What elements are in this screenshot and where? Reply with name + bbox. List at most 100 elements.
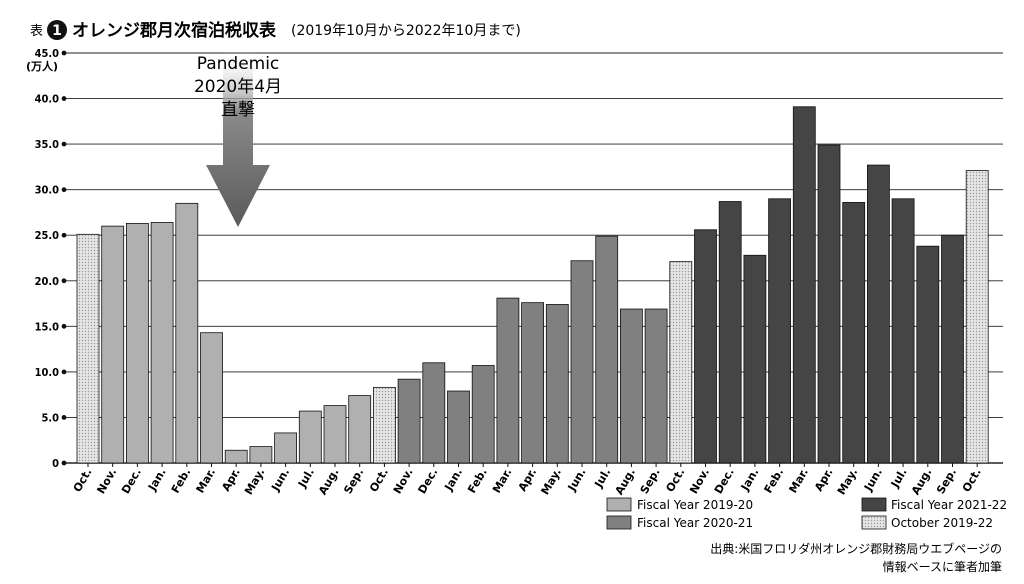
- y-axis-label: (万人): [26, 59, 58, 73]
- legend-swatch-fy2020-21: [606, 515, 632, 530]
- x-tick-label: Dec.: [119, 466, 144, 496]
- y-tick-dot: [61, 50, 67, 56]
- y-tick-label: 15.0: [35, 320, 60, 333]
- x-tick-label: Sep.: [341, 466, 366, 496]
- annotation-line-3: 直撃: [221, 100, 255, 120]
- x-tick-label: Jun.: [565, 466, 589, 494]
- x-tick-label: Feb.: [762, 466, 787, 496]
- x-axis-ticks: Oct. Nov. Dec. Jan. Feb. Mar. Apr. May. Jun. Jul.…: [71, 463, 984, 497]
- legend-label-fy2021-22: Fiscal Year 2021-22: [891, 498, 1007, 512]
- x-tick-label: Mar.: [786, 466, 810, 495]
- bar: [447, 390, 470, 464]
- y-tick-label: 35.0: [35, 138, 60, 151]
- bar: [422, 362, 446, 464]
- bar: [224, 449, 248, 464]
- down-arrow-icon: [206, 50, 270, 227]
- x-tick-label: Oct.: [71, 466, 95, 494]
- y-tick-dot: [61, 96, 67, 101]
- bar: [620, 308, 643, 464]
- bar: [965, 170, 989, 464]
- x-tick-label: Mar.: [490, 466, 514, 495]
- bar: [941, 234, 964, 464]
- x-tick-label: Aug.: [316, 466, 341, 497]
- bar: [298, 410, 322, 464]
- annotation-line-1: Pandemic: [197, 54, 280, 74]
- x-tick-label: Aug.: [909, 466, 934, 497]
- x-tick-label: Jun.: [268, 466, 292, 494]
- legend-swatch-fy2019-20: [606, 497, 632, 512]
- bar: [570, 260, 594, 464]
- y-tick-label: 20.0: [35, 275, 60, 288]
- bar: [768, 198, 791, 464]
- y-tick-label: 5.0: [41, 411, 59, 424]
- bar: [694, 229, 717, 464]
- bar: [669, 261, 693, 464]
- y-tick-label: 30.0: [35, 184, 60, 197]
- bar: [545, 304, 569, 464]
- y-tick-label: 25.0: [35, 229, 60, 242]
- source-line-1: 出典:米国フロリダ州オレンジ郡財務局ウエブページの: [710, 541, 1002, 556]
- x-tick-label: Oct.: [663, 466, 687, 494]
- legend-label-october: October 2019-22: [891, 516, 993, 530]
- x-tick-label: Jan.: [738, 466, 762, 494]
- bar: [323, 405, 347, 464]
- bar: [521, 302, 544, 464]
- x-tick-label: Jul.: [295, 466, 317, 491]
- x-tick-label: May.: [538, 466, 563, 497]
- y-tick-dot: [61, 187, 67, 193]
- y-tick-label: 0: [52, 457, 59, 470]
- bar: [126, 222, 149, 464]
- x-tick-label: Dec.: [712, 466, 737, 496]
- x-tick-label: Nov.: [94, 466, 119, 496]
- y-tick-dot: [61, 232, 67, 238]
- x-tick-label: Apr.: [812, 466, 835, 494]
- x-tick-label: Nov.: [391, 466, 416, 496]
- legend-swatch-october: [861, 515, 887, 530]
- legend-label-fy2019-20: Fiscal Year 2019-20: [637, 498, 753, 512]
- bar: [76, 233, 100, 464]
- bar: [101, 225, 125, 464]
- y-tick-label: 10.0: [35, 366, 60, 379]
- bar: [718, 201, 742, 464]
- y-tick-dot: [61, 460, 67, 466]
- x-tick-label: Jan.: [442, 466, 466, 494]
- source-note: 出典:米国フロリダ州オレンジ郡財務局ウエブページの 情報ベースに筆者加筆: [710, 541, 1002, 574]
- y-tick-label: 40.0: [35, 93, 60, 106]
- x-tick-label: Nov.: [687, 466, 712, 496]
- x-tick-label: Sep.: [934, 466, 959, 496]
- x-tick-label: Dec.: [415, 466, 440, 496]
- chart-title: 表 1 オレンジ郡月次宿泊税収表 (2019年10月から2022年10月まで): [30, 20, 521, 41]
- x-tick-label: Apr.: [219, 466, 242, 494]
- x-tick-label: Oct.: [960, 466, 984, 494]
- bar: [471, 365, 495, 464]
- x-tick-label: Jun.: [861, 466, 885, 494]
- bar: [200, 332, 223, 464]
- y-tick-dot: [61, 369, 67, 375]
- x-tick-label: May.: [242, 466, 267, 497]
- bar: [644, 308, 668, 464]
- y-tick-dot: [61, 141, 67, 147]
- source-line-2: 情報ベースに筆者加筆: [883, 560, 1002, 574]
- title-main: オレンジ郡月次宿泊税収表: [72, 20, 277, 41]
- bar: [175, 202, 199, 464]
- x-tick-label: Jul.: [592, 466, 614, 491]
- legend-swatch-fy2021-22: [861, 497, 887, 512]
- x-tick-label: Oct.: [367, 466, 391, 494]
- bar: [792, 106, 816, 464]
- y-tick-label: 45.0: [35, 47, 60, 60]
- bar: [595, 235, 619, 464]
- bar: [397, 378, 421, 464]
- y-tick-dot: [61, 415, 67, 420]
- bar: [867, 164, 890, 464]
- x-tick-label: Sep.: [638, 466, 663, 496]
- y-tick-dot: [61, 278, 67, 284]
- title-subtitle: (2019年10月から2022年10月まで): [291, 23, 521, 39]
- bar: [743, 254, 767, 464]
- x-tick-label: Jul.: [888, 466, 910, 491]
- title-prefix: 表: [30, 24, 43, 39]
- bar: [372, 386, 396, 464]
- y-tick-dot: [61, 323, 67, 329]
- title-number-badge: [47, 20, 67, 40]
- bar: [842, 202, 866, 464]
- x-tick-label: Aug.: [613, 466, 638, 497]
